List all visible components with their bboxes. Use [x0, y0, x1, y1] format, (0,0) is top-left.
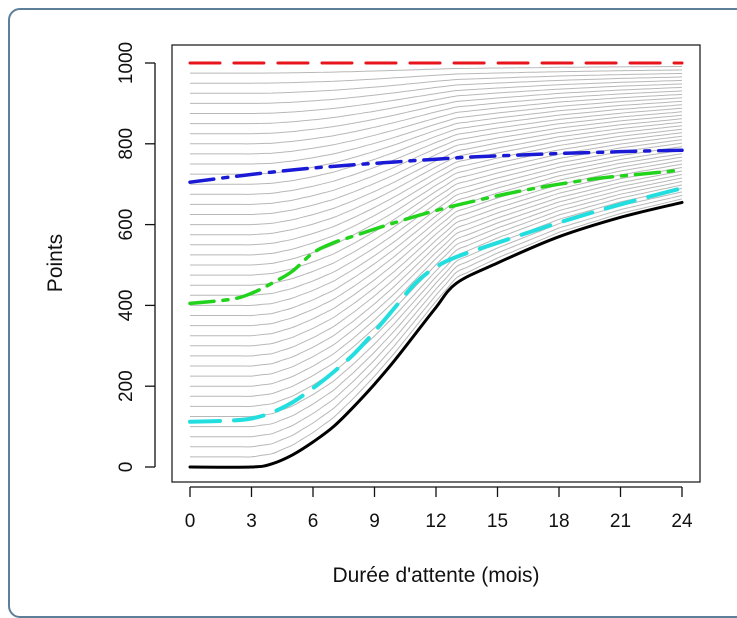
points-chart: 0 3 6 9 12 15 18 21 24 0 200 400 600 800 1000 Durée d… [44, 42, 701, 587]
background-curve [190, 128, 683, 256]
y-tick-label: 200 [116, 370, 137, 402]
background-curve [189, 93, 683, 155]
background-curve [189, 191, 683, 438]
background-curve [190, 160, 683, 347]
background-curve [190, 181, 683, 407]
background-curve [190, 156, 683, 337]
background-curve [190, 107, 683, 195]
series-line-4 [188, 200, 684, 469]
plot-area-border [171, 44, 701, 483]
x-axis: 0 3 6 9 12 15 18 21 24 [185, 486, 693, 532]
y-tick-label: 400 [116, 290, 137, 322]
background-curve [190, 146, 683, 306]
background-curve [189, 194, 683, 448]
background-curve [189, 149, 683, 317]
background-curve [190, 125, 683, 246]
background-curve [190, 121, 683, 236]
background-curve [190, 187, 683, 428]
background-curve [190, 167, 683, 367]
background-curve [189, 184, 683, 418]
background-curve [189, 76, 683, 104]
y-tick-label: 600 [116, 209, 137, 241]
x-tick-label: 15 [487, 511, 508, 532]
background-curve [189, 163, 683, 357]
background-curve [189, 174, 683, 387]
background-curve [190, 97, 683, 165]
background-curve [189, 114, 683, 216]
x-axis-title: Durée d'attente (mois) [332, 564, 539, 587]
background-curve [190, 86, 683, 135]
series-line-3 [188, 186, 684, 424]
background-curve [190, 135, 683, 276]
background-curve [189, 170, 683, 377]
background-curve [189, 153, 683, 327]
series-layer [188, 61, 684, 469]
background-curve [190, 177, 683, 397]
x-tick-label: 12 [425, 511, 446, 532]
background-curve [189, 132, 683, 266]
x-tick-label: 0 [185, 511, 196, 532]
background-curve [190, 83, 683, 125]
x-tick-label: 3 [246, 511, 257, 532]
background-curves [189, 66, 683, 458]
background-curve [190, 73, 683, 94]
x-tick-label: 9 [369, 511, 380, 532]
series-line-2 [188, 168, 684, 306]
background-curve [190, 142, 683, 296]
y-tick-label: 800 [116, 128, 137, 160]
background-curve [189, 79, 683, 114]
background-curve [190, 69, 683, 84]
background-curve [189, 104, 683, 185]
x-tick-label: 18 [548, 511, 569, 532]
y-tick-label: 1000 [116, 42, 137, 84]
y-axis-title: Points [44, 234, 67, 292]
y-tick-label: 0 [116, 462, 137, 473]
background-curve [190, 66, 682, 74]
background-curve [190, 111, 683, 205]
x-tick-label: 6 [308, 511, 319, 532]
x-tick-label: 21 [610, 511, 631, 532]
y-axis: 0 200 400 600 800 1000 [116, 42, 156, 473]
x-tick-label: 24 [671, 511, 693, 532]
background-curve [190, 198, 683, 458]
background-curve [190, 90, 683, 145]
series-line-1 [188, 148, 684, 184]
